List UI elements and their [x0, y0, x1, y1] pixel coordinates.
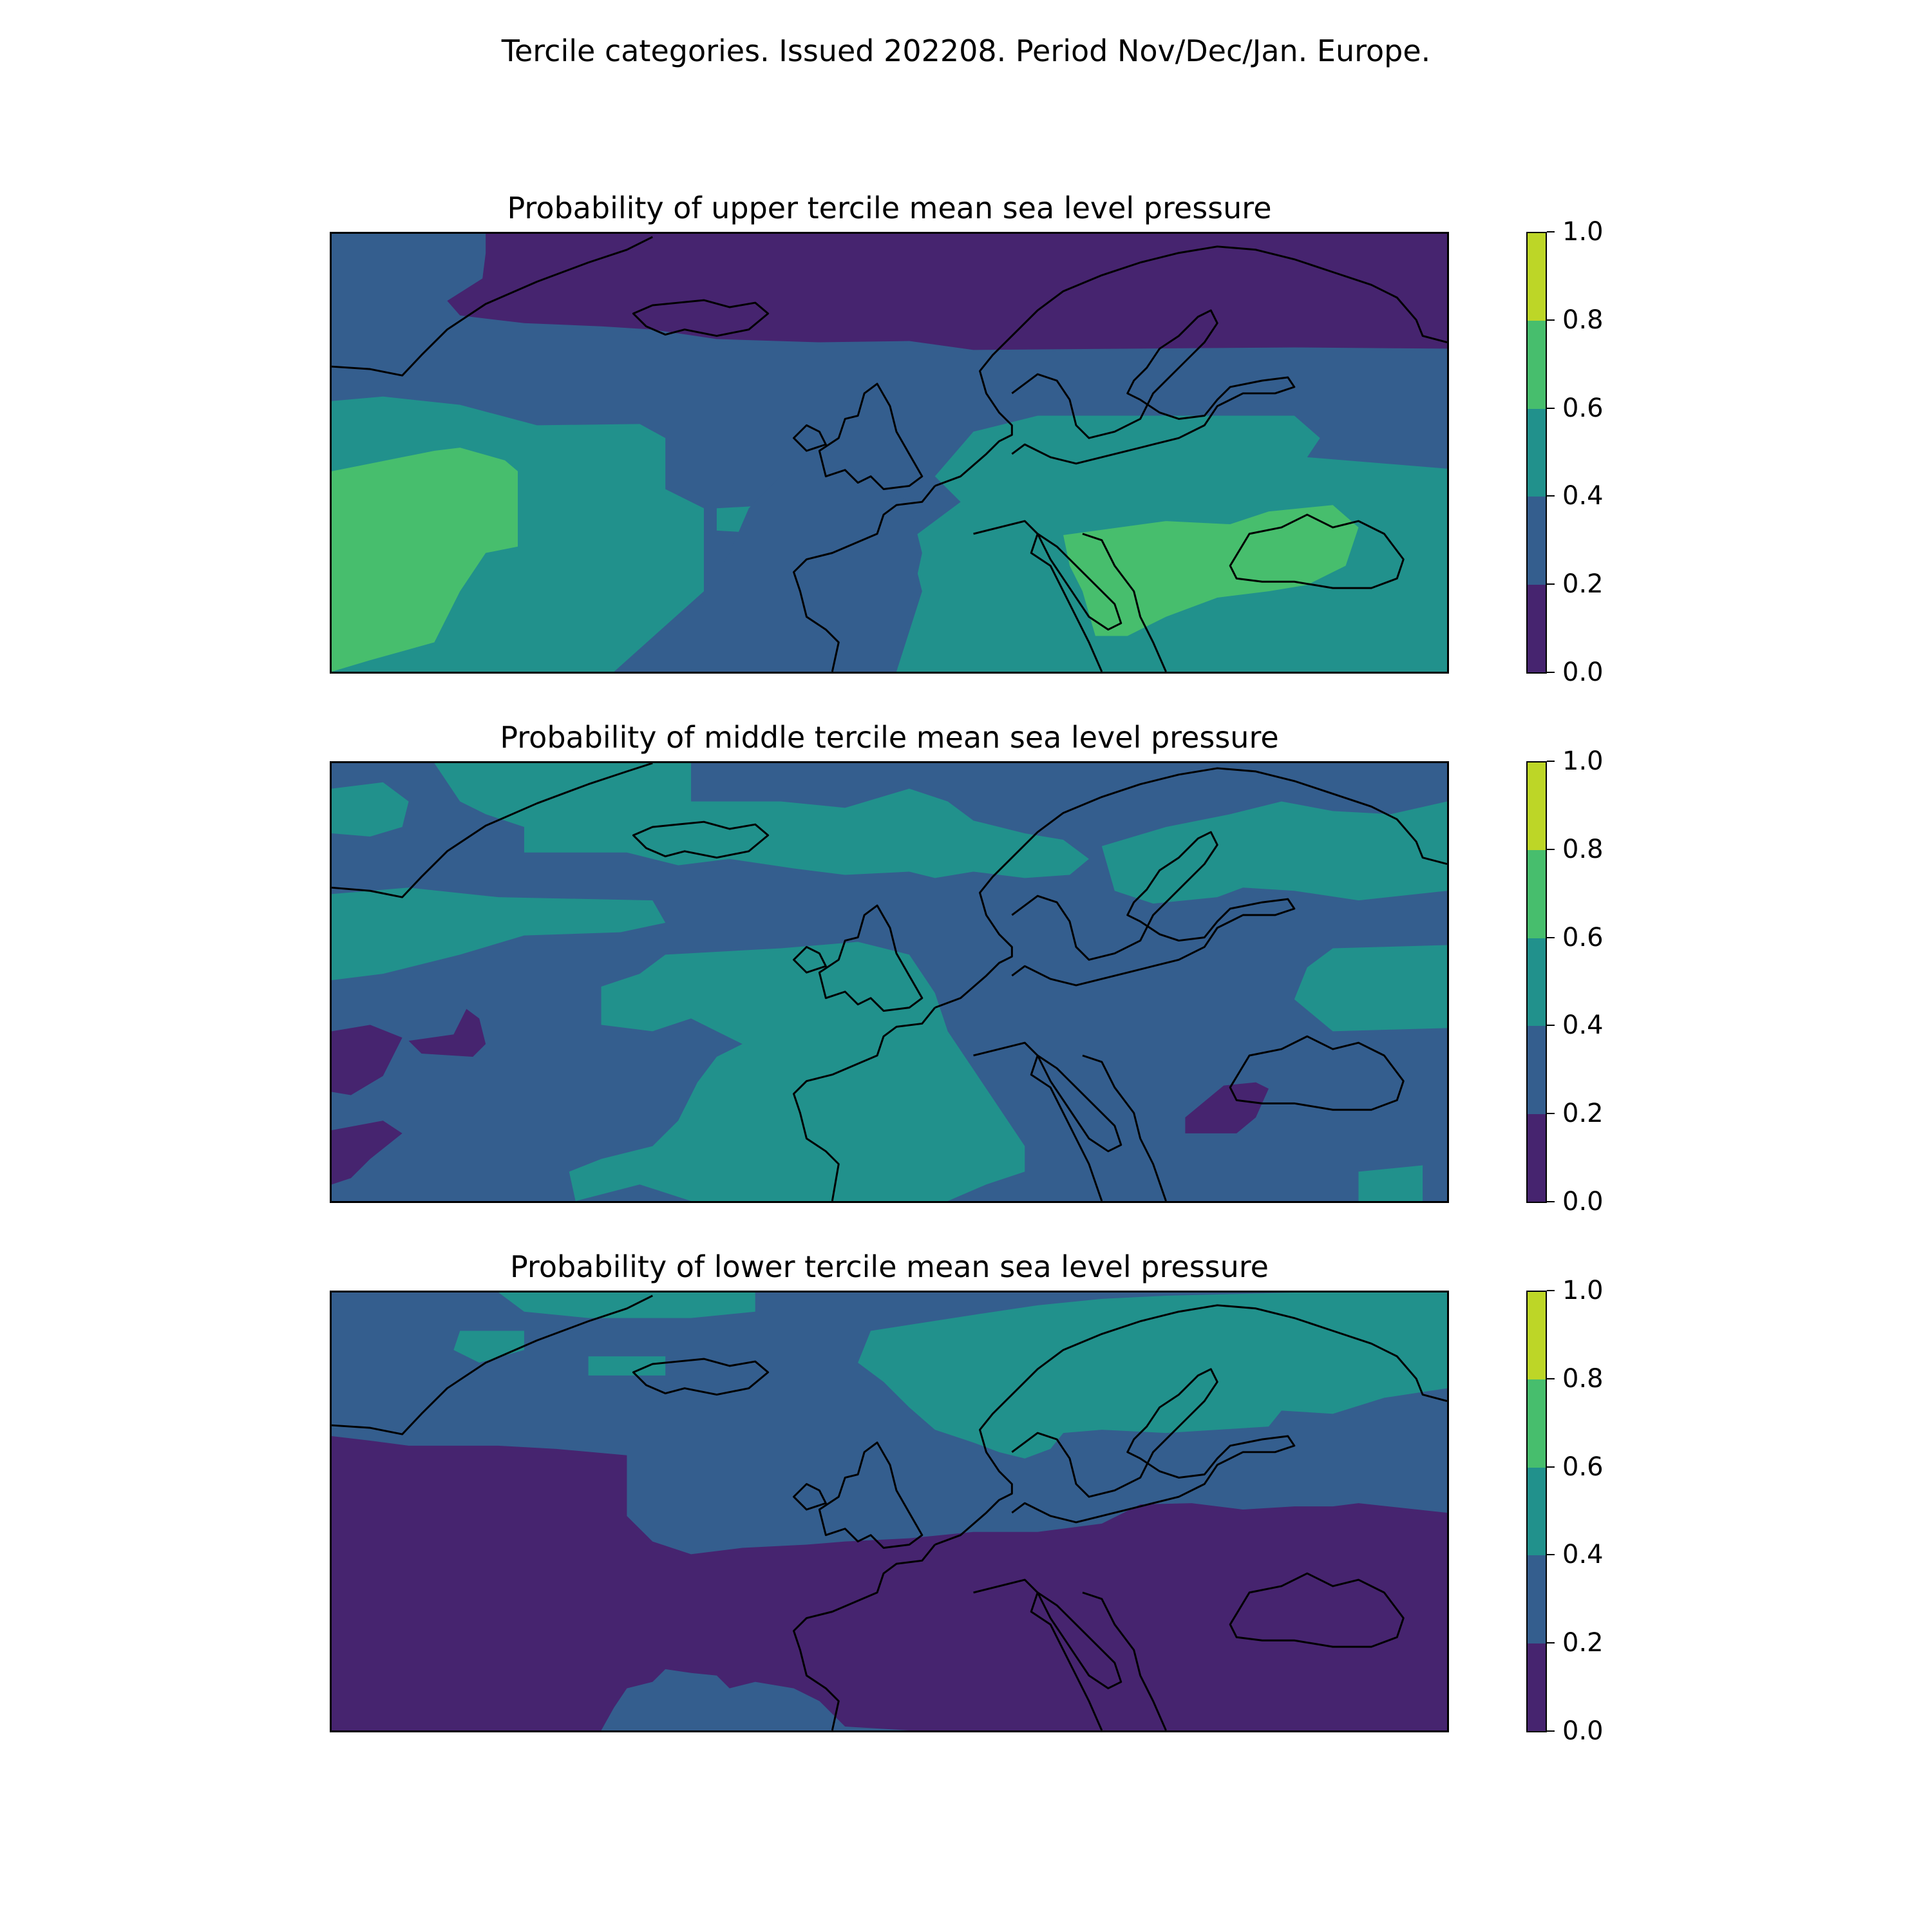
- colorbar-upper-segment: [1528, 233, 1546, 321]
- coastline-black-sea: [1229, 1035, 1405, 1111]
- coastline-italy-balkans: [1036, 533, 1167, 672]
- coastline-black-sea: [1229, 1572, 1405, 1648]
- coastline-europe-mainland: [934, 1304, 1447, 1546]
- colorbar-lower-tick: [1547, 1730, 1555, 1732]
- colorbar-middle-segment: [1528, 850, 1546, 938]
- colorbar-middle: [1526, 761, 1547, 1203]
- colorbar-lower-tick-label: 1.0: [1562, 1276, 1604, 1305]
- colorbar-lower-segment: [1528, 1467, 1546, 1556]
- coastline-iberia-france: [793, 485, 1103, 672]
- colorbar-upper-tick: [1547, 583, 1555, 585]
- coastline-greenland: [332, 236, 653, 377]
- coastline-british-isles: [793, 1441, 923, 1549]
- colorbar-middle-tick: [1547, 761, 1555, 762]
- colorbar-middle-segment: [1528, 1113, 1546, 1202]
- coastline-europe-mainland: [934, 767, 1447, 1009]
- coastline-black-sea: [1229, 513, 1405, 589]
- colorbar-lower-tick-label: 0.2: [1562, 1628, 1604, 1658]
- colorbar-middle-tick-label: 0.2: [1562, 1099, 1604, 1129]
- panel-title-lower: Probability of lower tercile mean sea le…: [510, 1249, 1269, 1284]
- colorbar-middle-tick: [1547, 848, 1555, 850]
- region-south-atlantic-and-mediterranean: [332, 1436, 1447, 1730]
- colorbar-middle-tick-label: 0.0: [1562, 1187, 1604, 1217]
- coastline-iberia-france: [793, 1007, 1103, 1201]
- colorbar-lower-tick: [1547, 1378, 1555, 1379]
- colorbar-upper-tick-label: 0.8: [1562, 305, 1604, 335]
- coastline-iceland: [632, 820, 770, 859]
- region-scandinavia-and-north: [453, 1293, 1447, 1459]
- colorbar-middle-tick-label: 0.6: [1562, 922, 1604, 952]
- colorbar-middle-tick-label: 0.4: [1562, 1010, 1604, 1041]
- coastline-iceland: [632, 1358, 770, 1396]
- colorbar-lower-tick-label: 0.0: [1562, 1716, 1604, 1746]
- colorbar-upper-segment: [1528, 321, 1546, 409]
- colorbar-middle-tick: [1547, 1025, 1555, 1027]
- colorbar-middle-segment: [1528, 1026, 1546, 1114]
- colorbar-middle-tick: [1547, 1113, 1555, 1115]
- colorbar-upper-tick-label: 0.2: [1562, 569, 1604, 600]
- colorbar-middle-tick: [1547, 1201, 1555, 1202]
- colorbar-upper-tick: [1547, 319, 1555, 321]
- coastline-italy-balkans: [1036, 1591, 1167, 1730]
- colorbar-lower-tick: [1547, 1642, 1555, 1644]
- colorbar-lower-segment: [1528, 1643, 1546, 1731]
- colorbar-upper-tick: [1547, 407, 1555, 409]
- colorbar-lower-tick: [1547, 1290, 1555, 1291]
- coastline-greenland: [332, 1294, 653, 1435]
- coastline-iberia-france: [793, 1544, 1103, 1730]
- region-western-atlantic-lows: [332, 1009, 486, 1185]
- colorbar-upper-tick-label: 1.0: [1562, 217, 1604, 247]
- figure-title: Tercile categories. Issued 202208. Perio…: [501, 33, 1431, 68]
- colorbar-upper-segment: [1528, 408, 1546, 497]
- colorbar-middle-segment: [1528, 762, 1546, 851]
- coastline-greenland: [332, 763, 653, 898]
- colorbar-middle-segment: [1528, 938, 1546, 1027]
- colorbar-upper-tick-label: 0.0: [1562, 658, 1604, 687]
- coastline-baltic-scandinavia: [1011, 1368, 1296, 1524]
- coastline-baltic-scandinavia: [1011, 309, 1296, 465]
- colorbar-lower-segment: [1528, 1379, 1546, 1468]
- colorbar-upper-segment: [1528, 584, 1546, 672]
- colorbar-lower-tick-label: 0.6: [1562, 1452, 1604, 1482]
- colorbar-upper-tick-label: 0.6: [1562, 393, 1604, 423]
- coastline-british-isles: [793, 904, 923, 1012]
- colorbar-upper-tick: [1547, 672, 1555, 673]
- colorbar-lower-segment: [1528, 1292, 1546, 1380]
- map-lower: [330, 1291, 1449, 1732]
- colorbar-middle-tick-label: 1.0: [1562, 746, 1604, 776]
- colorbar-middle-tick: [1547, 936, 1555, 938]
- region-western-europe-iberia: [569, 942, 1423, 1201]
- colorbar-lower-tick-label: 0.8: [1562, 1363, 1604, 1394]
- coastline-british-isles: [793, 383, 923, 490]
- colorbar-upper-segment: [1528, 497, 1546, 585]
- region-western-atlantic-high: [332, 448, 518, 672]
- panel-title-upper: Probability of upper tercile mean sea le…: [507, 191, 1272, 225]
- map-upper: [330, 232, 1449, 674]
- coastline-italy-balkans: [1036, 1054, 1167, 1201]
- region-northern-bands: [332, 763, 1447, 1032]
- colorbar-lower-segment: [1528, 1555, 1546, 1643]
- coastline-baltic-scandinavia: [1011, 831, 1296, 987]
- region-black-sea-west: [1185, 1082, 1269, 1133]
- colorbar-lower-tick-label: 0.4: [1562, 1540, 1604, 1570]
- region-arctic-and-scandinavia: [447, 234, 1447, 350]
- colorbar-upper-tick-label: 0.4: [1562, 481, 1604, 511]
- colorbar-upper-tick: [1547, 231, 1555, 232]
- colorbar-upper-tick: [1547, 495, 1555, 497]
- colorbar-lower: [1526, 1291, 1547, 1732]
- colorbar-middle-tick-label: 0.8: [1562, 834, 1604, 864]
- region-iberia-france-uk: [691, 463, 922, 672]
- colorbar-lower-tick: [1547, 1466, 1555, 1468]
- colorbar-lower-tick: [1547, 1554, 1555, 1556]
- coastline-iceland: [632, 299, 770, 337]
- coastline-europe-mainland: [934, 245, 1447, 487]
- panel-title-middle: Probability of middle tercile mean sea l…: [500, 720, 1279, 755]
- colorbar-upper: [1526, 232, 1547, 674]
- map-middle: [330, 761, 1449, 1203]
